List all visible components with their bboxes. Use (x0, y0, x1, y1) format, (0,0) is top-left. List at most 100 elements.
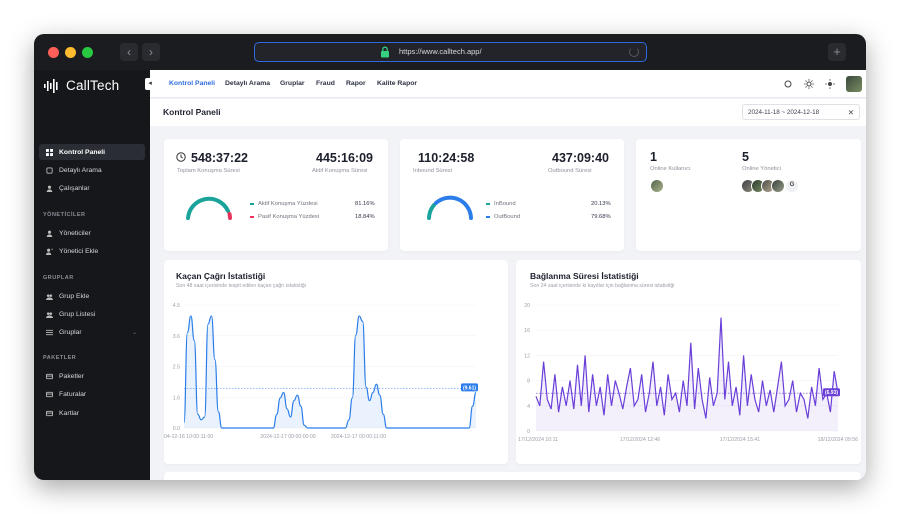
date-range-picker[interactable]: 2024-11-18 ~ 2024-12-18 ✕ (742, 104, 860, 120)
series-line[interactable] (535, 317, 839, 419)
legend-label: InBound (494, 201, 516, 207)
y-tick-label: 0 (527, 429, 530, 435)
series-area (536, 317, 838, 431)
tab-kalite-rapor[interactable]: Kalite Rapor (377, 80, 418, 87)
minimize-window-button[interactable] (65, 47, 76, 58)
logo[interactable]: CallTech (44, 78, 119, 93)
y-tick-label: 1.6 (173, 395, 180, 401)
x-tick-label: 17/12/2024 10:11 (518, 437, 558, 443)
sidebar-item-detayli-arama[interactable]: Detaylı Arama (39, 162, 145, 178)
section-label-yoneticiler: YÖNETİCİLER (43, 212, 86, 218)
group-list-icon (46, 311, 53, 318)
sidebar-item-label: Detaylı Arama (59, 166, 102, 174)
employees-icon (46, 185, 53, 192)
y-tick-label: 8 (527, 379, 530, 385)
maximize-window-button[interactable] (82, 47, 93, 58)
forward-button[interactable]: › (142, 43, 160, 61)
bottom-card (164, 472, 861, 480)
tab-rapor[interactable]: Rapor (346, 80, 366, 87)
sidebar-item-yoneticiler[interactable]: Yöneticiler (39, 225, 145, 241)
sidebar-item-yonetici-ekle[interactable]: Yönetici Ekle (39, 243, 145, 259)
legend-label: Pasif Konuşma Yüzdesi (258, 214, 320, 220)
tab-kontrol-paneli[interactable]: Kontrol Paneli (169, 80, 216, 87)
new-tab-button[interactable]: + (828, 43, 846, 61)
y-tick-label: 4 (527, 404, 530, 410)
y-tick-label: 2.5 (173, 365, 180, 371)
sidebar-item-faturalar[interactable]: Faturalar (39, 386, 145, 402)
sidebar: CallTech Kontrol Paneli Detaylı Arama Ça… (34, 70, 150, 480)
series-area (184, 315, 476, 428)
tab-fraud[interactable]: Fraud (316, 80, 335, 87)
tab-detayli-arama[interactable]: Detaylı Arama (225, 80, 271, 87)
legend-active: Aktif Konuşma Yüzdesi (250, 201, 318, 207)
sidebar-item-kontrol-paneli[interactable]: Kontrol Paneli (39, 144, 145, 160)
sidebar-item-label: Grup Ekle (59, 292, 90, 300)
sidebar-item-label: Faturalar (59, 390, 87, 398)
page-title: Kontrol Paneli (163, 107, 221, 117)
y-tick-label: 20 (524, 303, 530, 309)
legend-inbound: InBound (486, 201, 516, 207)
sidebar-item-grup-ekle[interactable]: Grup Ekle (39, 288, 145, 304)
theme-icon[interactable] (804, 79, 814, 89)
x-tick-label: 2024-12-17 00:00:00:00 (260, 434, 315, 440)
chevron-down-icon: ⌄ (131, 329, 137, 336)
sidebar-item-kartlar[interactable]: Kartlar (39, 405, 145, 421)
avatar[interactable] (771, 179, 785, 193)
sidebar-item-label: Gruplar (59, 328, 82, 336)
series-line[interactable] (183, 315, 477, 429)
sidebar-item-label: Grup Listesi (59, 310, 96, 318)
legend-label: Aktif Konuşma Yüzdesi (258, 201, 318, 207)
connection-time-chart-card: Bağlanma Süresi İstatistiği Son 24 saat … (516, 260, 861, 464)
chart-title: Kaçan Çağrı İstatistiği (176, 271, 266, 281)
y-tick-label: 0.0 (173, 426, 180, 432)
sidebar-collapse-button[interactable]: ◂ (145, 78, 155, 90)
reload-icon[interactable] (629, 47, 639, 57)
outbound-value: 437:09:40 (552, 151, 609, 165)
dark-mode-icon[interactable] (783, 79, 793, 89)
top-navigation: Kontrol Paneli Detaylı Arama Gruplar Fra… (150, 70, 866, 98)
sidebar-item-calisanlar[interactable]: Çalışanlar (39, 180, 145, 196)
add-admin-icon (46, 248, 53, 255)
clear-date-icon[interactable]: ✕ (847, 108, 854, 117)
groups-icon (46, 329, 53, 335)
address-bar[interactable]: https://www.calltech.app/ (254, 42, 647, 62)
user-avatar[interactable] (846, 76, 862, 92)
inbound-outbound-card: 110:24:58 Inbound Süresi 437:09:40 Outbo… (400, 139, 624, 251)
lock-icon (381, 46, 389, 58)
talk-time-card: 548:37:22 Toplam Konuşma Süresi 445:16:0… (164, 139, 388, 251)
online-admins-label: Online Yönetici (742, 166, 781, 172)
sidebar-item-label: Çalışanlar (59, 184, 90, 192)
page-header: Kontrol Paneli 2024-11-18 ~ 2024-12-18 ✕ (150, 99, 866, 126)
sidebar-item-paketler[interactable]: Paketler (39, 368, 145, 384)
tab-gruplar[interactable]: Gruplar (280, 80, 305, 87)
total-talk-time-label: Toplam Konuşma Süresi (177, 168, 240, 174)
missed-call-chart[interactable]: 4.5 3.6 2.5 1.6 0.0 (9.61) 04-12-16 10:00:11:0… (164, 290, 508, 464)
legend-label: OutBound (494, 214, 521, 220)
avatar[interactable]: G (785, 179, 799, 193)
chart-subtitle: Son 24 saat içerisinde ki kayıtlar için … (530, 283, 675, 289)
y-tick-label: 3.6 (173, 334, 180, 340)
active-talk-time-value: 445:16:09 (316, 151, 373, 165)
inbound-value: 110:24:58 (418, 151, 475, 165)
chart-subtitle: Son 48 saat içerisinde tespit edilen kaç… (176, 283, 306, 289)
sidebar-item-label: Paketler (59, 372, 84, 380)
x-tick-label: 17/12/2024 15:41 (720, 437, 761, 443)
legend-swatch-inbound (486, 203, 490, 205)
online-users-label: Online Kullanıcı (650, 166, 691, 172)
online-card: 1 Online Kullanıcı 5 Online Yönetici G (636, 139, 861, 251)
connection-time-chart[interactable]: 20 16 12 8 4 0 (6.93) 17/12/2024 10:11 17/12/202… (516, 290, 861, 464)
legend-swatch-passive (250, 216, 254, 218)
url-text: https://www.calltech.app/ (399, 47, 482, 56)
invoice-icon (46, 391, 53, 397)
sun-icon[interactable] (825, 79, 835, 89)
passive-percent: 18.84% (355, 214, 375, 220)
sidebar-item-gruplar[interactable]: Gruplar ⌄ (39, 324, 145, 340)
y-tick-label: 4.5 (173, 303, 180, 309)
sidebar-item-grup-listesi[interactable]: Grup Listesi (39, 306, 145, 322)
logo-text: CallTech (66, 78, 120, 93)
outbound-percent: 79.68% (591, 214, 611, 220)
close-window-button[interactable] (48, 47, 59, 58)
back-button[interactable]: ‹ (120, 43, 138, 61)
section-label-paketler: PAKETLER (43, 355, 77, 361)
avatar[interactable] (650, 179, 664, 193)
